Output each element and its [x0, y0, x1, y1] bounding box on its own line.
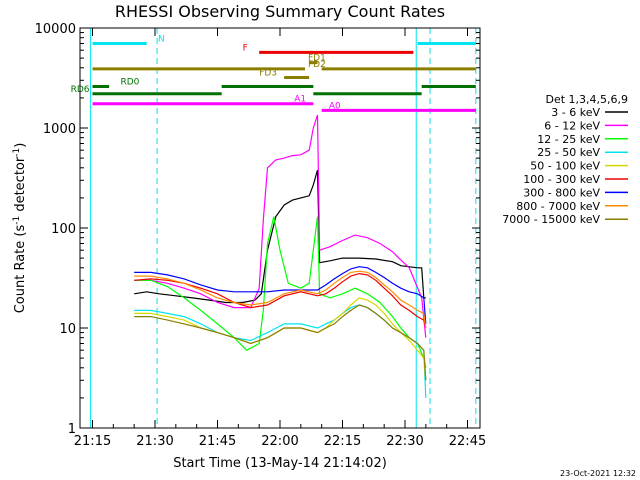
series-line-8 [134, 304, 427, 381]
series-line-6 [134, 266, 427, 324]
series-line-7 [134, 270, 427, 329]
legend-title: Det 1,3,4,5,6,9 [545, 93, 628, 106]
flag-label-rd0: RD0 [121, 78, 140, 88]
legend-label-8: 7000 - 15000 keV [502, 213, 600, 226]
y-axis-label-end: ) [13, 143, 28, 148]
legend-label-0: 3 - 6 keV [551, 106, 600, 119]
data-series [134, 114, 427, 398]
y-tick-label: 10000 [35, 22, 76, 37]
legend-label-4: 50 - 100 keV [530, 160, 600, 173]
x-tick-label: 22:00 [261, 434, 298, 449]
legend-label-6: 300 - 800 keV [523, 186, 600, 199]
y-axis-label-mid: detector [13, 156, 28, 216]
x-axis-ticks: 21:15 21:30 21:45 22:00 22:15 22:30 22:45 [74, 28, 486, 449]
legend-label-5: 100 - 300 keV [523, 173, 600, 186]
flag-label-n: N [158, 34, 165, 44]
chart-title: RHESSI Observing Summary Count Rates [115, 2, 445, 21]
legend-label-7: 800 - 7000 keV [516, 200, 600, 213]
flag-label-a0: A0 [329, 101, 341, 111]
flag-label-a1: A1 [294, 95, 306, 105]
y-tick-label: 1 [68, 422, 76, 437]
series-line-1 [134, 114, 427, 338]
x-tick-label: 21:30 [136, 434, 173, 449]
footer-date: 23-Oct-2021 12:32 [560, 469, 636, 478]
y-tick-label: 10 [59, 322, 76, 337]
flag-label-fd1: FD1 [308, 54, 326, 64]
flag-label-fd3: FD3 [259, 68, 277, 78]
x-tick-label: 22:15 [324, 434, 361, 449]
x-tick-label: 22:30 [386, 434, 423, 449]
y-tick-label: 100 [51, 222, 76, 237]
legend-label-1: 6 - 12 keV [544, 119, 600, 132]
y-axis-label-exp1: -1 [12, 216, 22, 225]
flag-label-fd2: FD2 [308, 60, 326, 70]
x-axis-label: Start Time (13-May-14 21:14:02) [173, 456, 387, 471]
x-tick-label: 21:45 [199, 434, 236, 449]
x-tick-label: 22:45 [449, 434, 486, 449]
series-line-5 [134, 272, 427, 329]
flag-label-f: F [243, 43, 248, 53]
legend-label-2: 12 - 25 keV [537, 133, 600, 146]
y-axis-label: Count Rate (s-1 detector-1) [12, 143, 28, 314]
y-axis-label-main: Count Rate (s [13, 225, 28, 314]
legend-label-3: 25 - 50 keV [537, 146, 600, 159]
series-line-2 [134, 216, 427, 368]
series-line-0 [134, 169, 426, 304]
x-tick-label: 21:15 [74, 434, 111, 449]
y-axis-label-exp2: -1 [12, 148, 22, 157]
y-tick-label: 1000 [43, 122, 76, 137]
y-axis-ticks: 1 10 100 1000 10000 [35, 22, 480, 437]
